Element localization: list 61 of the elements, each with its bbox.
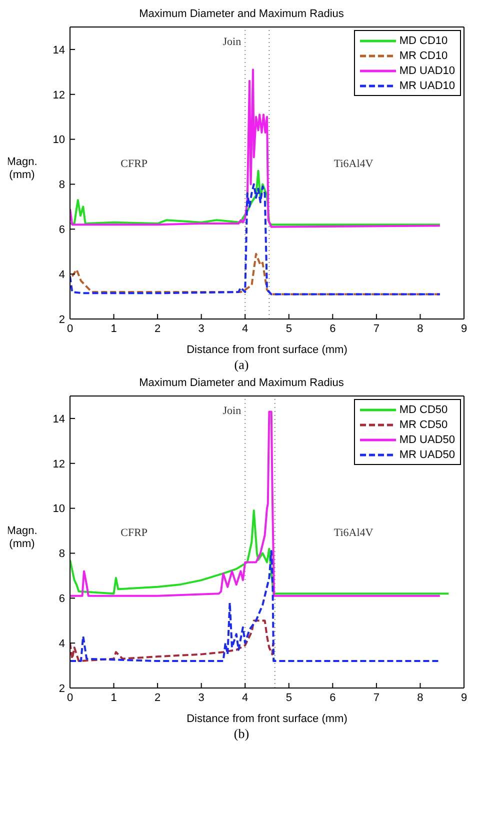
chart-title: Maximum Diameter and Maximum Radius — [138, 8, 345, 22]
ref-line-label: Join — [222, 36, 242, 48]
x-tick-label: 0 — [66, 692, 74, 704]
x-tick-label: 7 — [373, 322, 380, 335]
y-tick-label: 8 — [58, 179, 65, 192]
annotation: Ti6Al4V — [334, 527, 374, 539]
y-tick-label: 12 — [52, 458, 65, 470]
legend-label: MR UAD10 — [399, 80, 455, 92]
x-tick-label: 5 — [286, 322, 292, 335]
y-tick-label: 10 — [52, 503, 65, 516]
line-series — [70, 170, 441, 226]
chart-title: Maximum Diameter and Maximum Radius — [138, 377, 345, 391]
x-axis-title: Distance from front surface (mm) — [186, 713, 348, 725]
text: (a) — [233, 357, 250, 373]
line-series — [70, 550, 441, 662]
x-tick-label: 0 — [66, 322, 74, 335]
x-tick-label: 1 — [110, 692, 117, 704]
x-tick-label: 2 — [154, 322, 161, 335]
y-tick-label: 6 — [58, 593, 65, 606]
line-series — [70, 620, 274, 662]
legend-label: MR UAD50 — [399, 448, 455, 460]
x-tick-label: 8 — [417, 322, 424, 335]
x-tick-label: 1 — [110, 322, 117, 335]
x-tick-label: 9 — [460, 692, 468, 704]
x-tick-label: 6 — [330, 692, 336, 704]
x-tick-label: 3 — [198, 692, 204, 704]
x-tick-label: 4 — [242, 692, 248, 704]
legend-label: MD UAD10 — [399, 64, 455, 76]
x-tick-label: 5 — [286, 692, 292, 704]
y-tick-label: 12 — [52, 89, 65, 102]
legend-label: MR CD10 — [399, 50, 448, 62]
annotation: Ti6Al4V — [334, 158, 374, 170]
y-tick-label: 8 — [58, 548, 65, 560]
x-tick-label: 8 — [417, 692, 424, 704]
y-tick-label: 4 — [58, 638, 65, 650]
legend-label: MD CD10 — [399, 34, 448, 46]
x-tick-label: 9 — [460, 322, 468, 335]
x-tick-label: 3 — [198, 322, 204, 335]
annotation: CFRP — [120, 158, 148, 170]
line-series — [70, 510, 450, 595]
legend-label: MD CD50 — [399, 404, 448, 416]
x-tick-label: 7 — [373, 692, 380, 704]
y-tick-label: 4 — [58, 268, 65, 281]
y-tick-label: 14 — [52, 413, 65, 426]
line-series — [70, 183, 441, 296]
y-axis-title: Magn. (mm) — [6, 156, 38, 181]
legend-label: MD UAD50 — [399, 434, 455, 446]
y-tick-label: 10 — [52, 134, 65, 146]
x-axis-title: Distance from front surface (mm) — [186, 344, 348, 356]
x-tick-label: 6 — [330, 322, 336, 335]
y-axis-title: Magn. (mm) — [6, 525, 38, 550]
y-tick-label: 14 — [52, 44, 65, 56]
ref-line-label: Join — [222, 405, 242, 417]
annotation: CFRP — [120, 527, 148, 539]
y-tick-label: 2 — [58, 682, 65, 695]
legend-label: MR CD50 — [399, 418, 448, 430]
text: (b) — [232, 726, 250, 742]
y-tick-label: 6 — [58, 224, 65, 236]
y-tick-label: 2 — [58, 314, 65, 326]
x-tick-label: 2 — [154, 692, 161, 704]
x-tick-label: 4 — [242, 322, 248, 335]
